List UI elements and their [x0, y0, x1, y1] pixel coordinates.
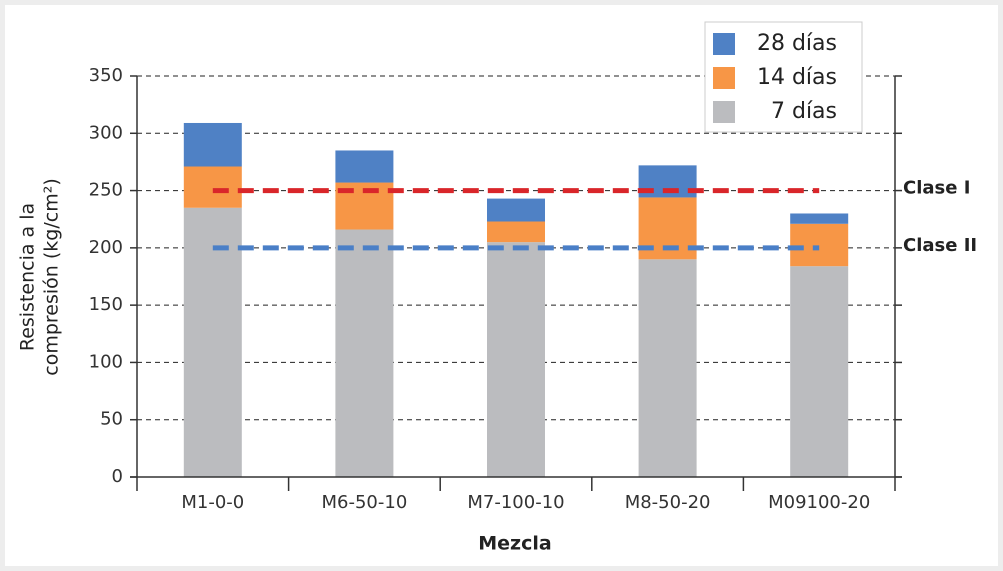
- y-tick-label: 200: [89, 237, 123, 258]
- bar-segment: [790, 266, 849, 477]
- bar-segment: [487, 221, 545, 243]
- y-tick-label: 250: [89, 180, 123, 201]
- bar-segment: [183, 122, 242, 167]
- y-tick-label: 150: [89, 294, 123, 315]
- bar-segment: [487, 242, 545, 477]
- x-axis-label: Mezcla: [478, 533, 551, 555]
- reference-label: Clase II: [903, 235, 977, 256]
- x-tick-label: M1-0-0: [181, 492, 244, 513]
- bar-segment: [183, 207, 242, 477]
- y-axis-label-line: compresión (kg/cm²): [41, 178, 63, 375]
- y-tick-label: 50: [100, 409, 123, 430]
- bar-segment: [335, 229, 394, 477]
- reference-label: Clase I: [903, 178, 970, 199]
- y-axis-label: Resistencia a la compresión (kg/cm²): [17, 178, 63, 375]
- x-tick-label: M6-50-10: [322, 492, 408, 513]
- bar-segment: [790, 223, 849, 267]
- bar-segment: [335, 150, 394, 183]
- legend-label: 7 días: [771, 99, 837, 124]
- x-tick-label: M7-100-10: [467, 492, 564, 513]
- x-tick-label: M8-50-20: [625, 492, 711, 513]
- bar-segment: [487, 198, 545, 222]
- y-tick-label: 100: [89, 351, 123, 372]
- y-tick-label: 350: [89, 65, 123, 86]
- legend-label: 28 días: [757, 31, 837, 56]
- x-tick-label: M09100-20: [768, 492, 870, 513]
- bar-segment: [638, 259, 697, 477]
- bar-segment: [790, 213, 849, 224]
- y-axis-label-line: Resistencia a la: [17, 203, 39, 351]
- y-tick-label: 300: [89, 122, 123, 143]
- y-tick-label: 0: [112, 466, 123, 487]
- legend-swatch: [713, 101, 735, 123]
- legend-swatch: [713, 67, 735, 89]
- legend-label: 14 días: [757, 65, 837, 90]
- legend-swatch: [713, 33, 735, 55]
- bar-segment: [183, 166, 242, 208]
